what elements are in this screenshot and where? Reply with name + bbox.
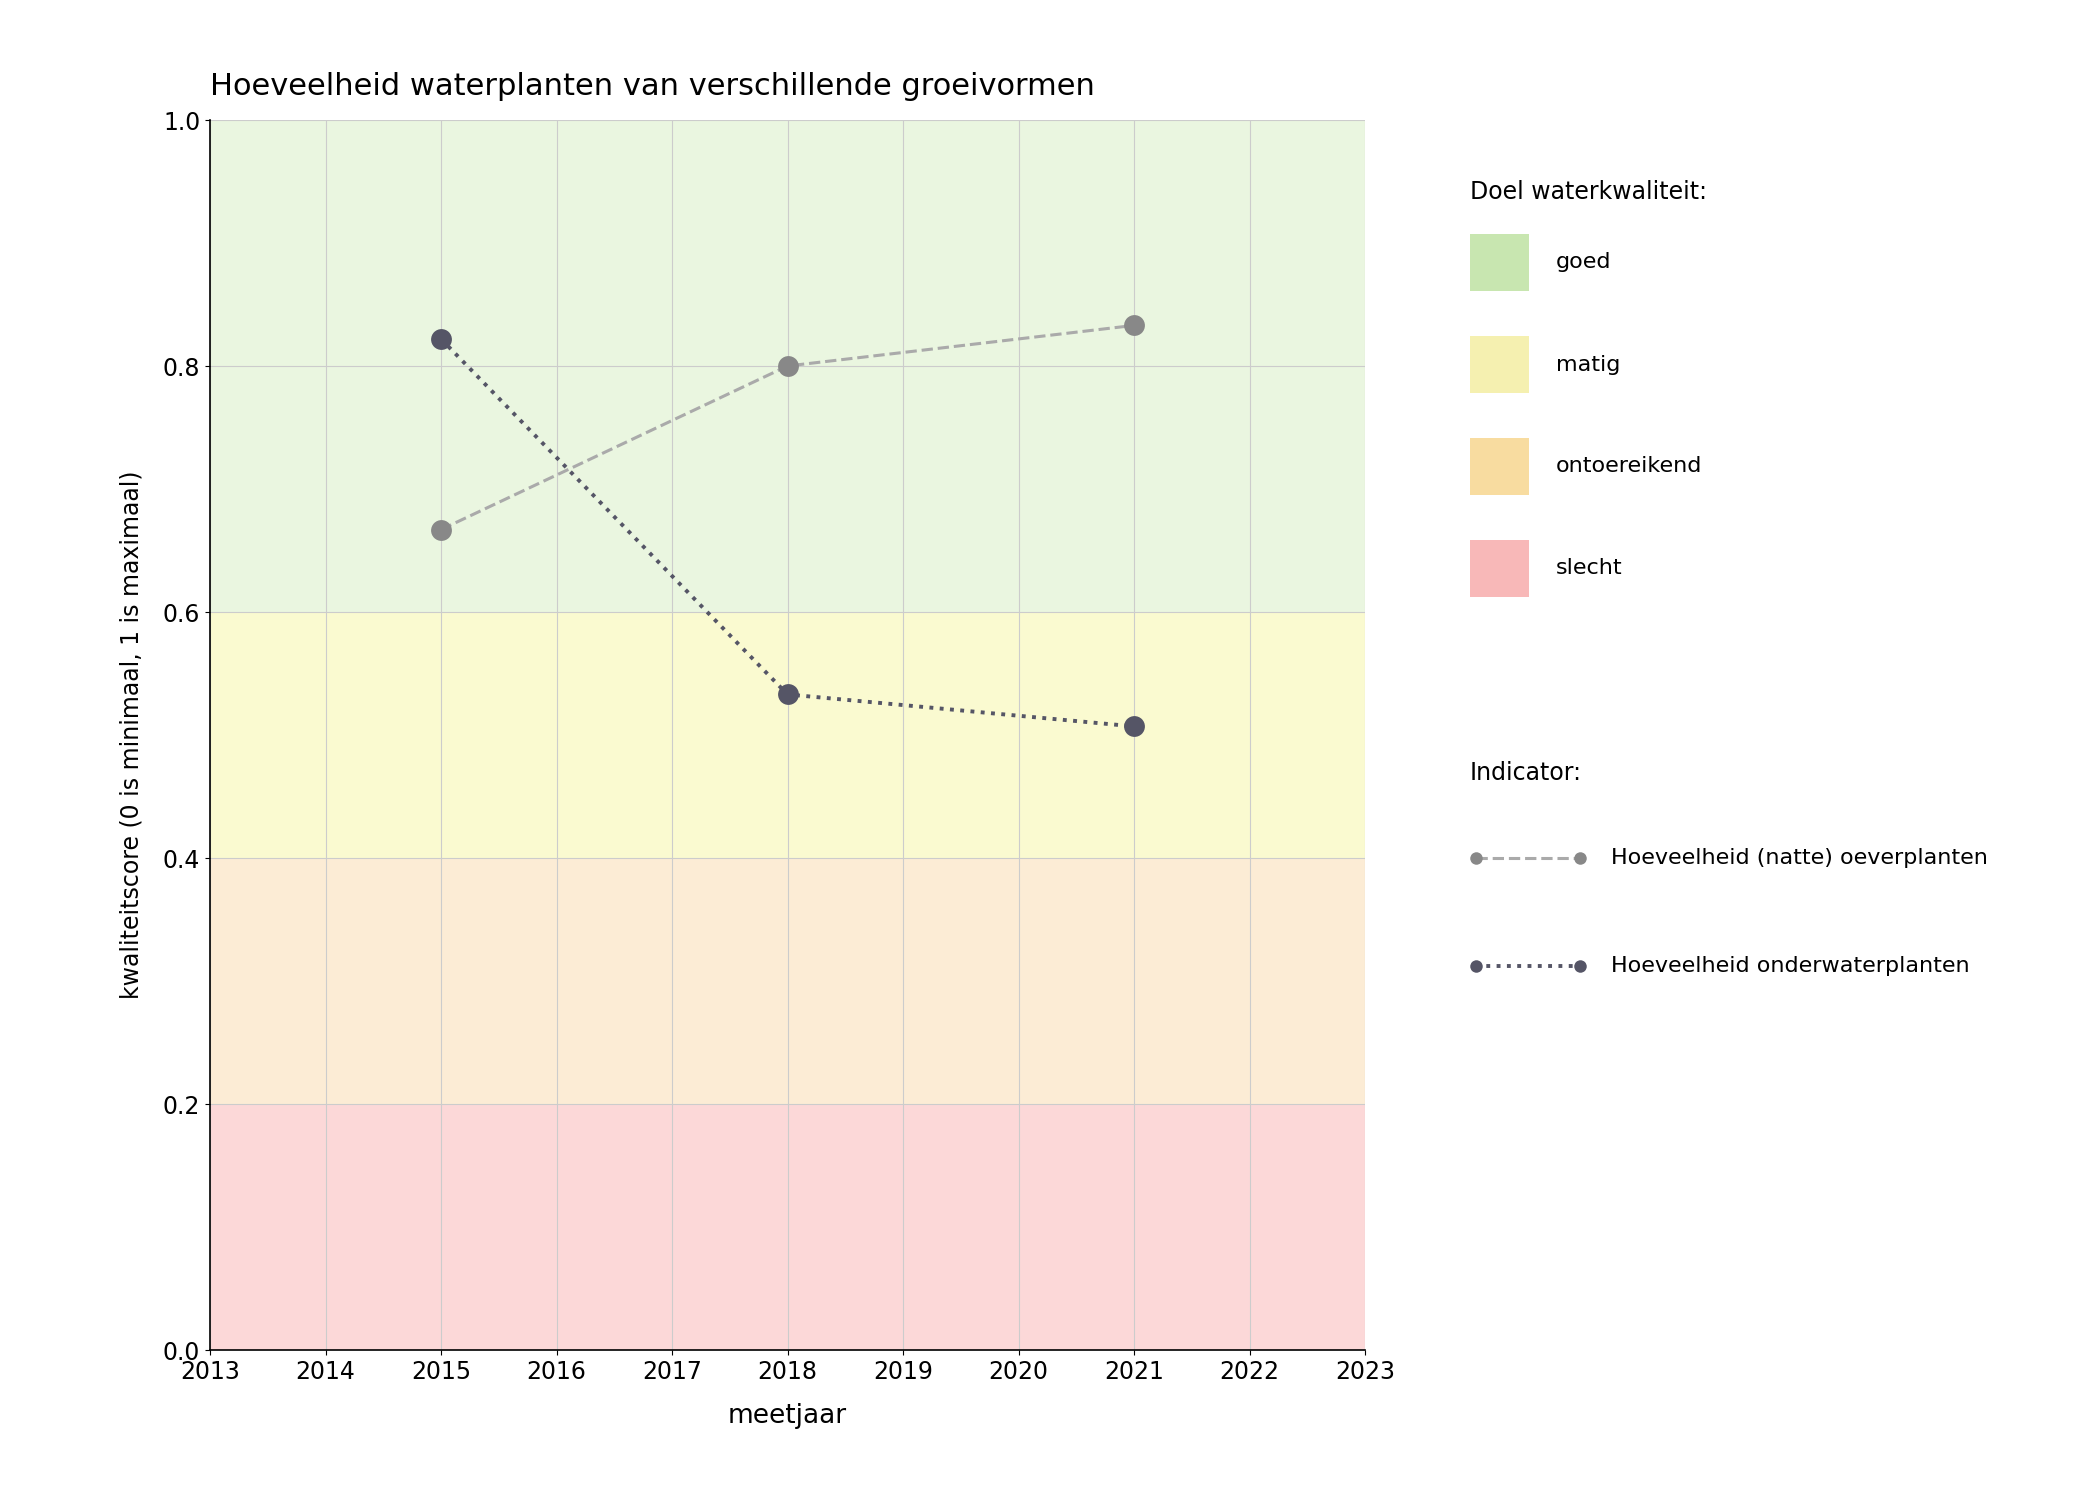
Bar xyxy=(210,120,1365,612)
Bar xyxy=(210,1104,1365,1350)
Text: goed: goed xyxy=(1556,252,1611,273)
Y-axis label: kwaliteitscore (0 is minimaal, 1 is maximaal): kwaliteitscore (0 is minimaal, 1 is maxi… xyxy=(120,471,143,999)
Text: Hoeveelheid (natte) oeverplanten: Hoeveelheid (natte) oeverplanten xyxy=(1611,847,1987,868)
Bar xyxy=(210,858,1365,1104)
Text: matig: matig xyxy=(1556,354,1621,375)
Text: Hoeveelheid onderwaterplanten: Hoeveelheid onderwaterplanten xyxy=(1611,956,1970,976)
Text: ontoereikend: ontoereikend xyxy=(1556,456,1703,477)
Text: Doel waterkwaliteit:: Doel waterkwaliteit: xyxy=(1470,180,1707,204)
Text: slecht: slecht xyxy=(1556,558,1623,579)
X-axis label: meetjaar: meetjaar xyxy=(729,1402,846,1429)
Text: Hoeveelheid waterplanten van verschillende groeivormen: Hoeveelheid waterplanten van verschillen… xyxy=(210,72,1094,100)
Text: Indicator:: Indicator: xyxy=(1470,760,1581,784)
Bar xyxy=(210,612,1365,858)
